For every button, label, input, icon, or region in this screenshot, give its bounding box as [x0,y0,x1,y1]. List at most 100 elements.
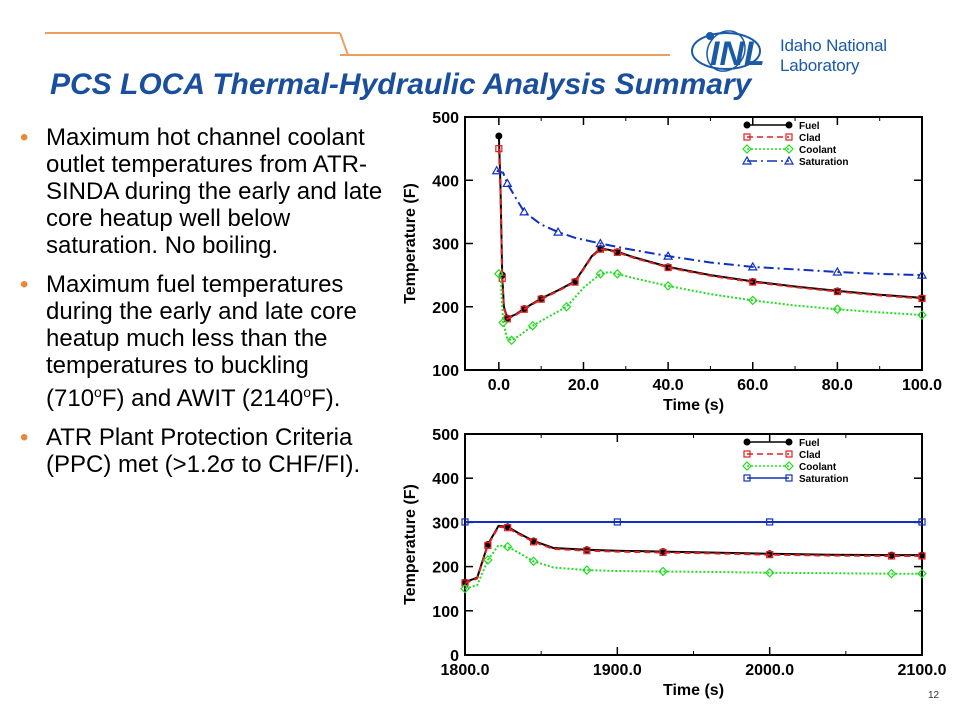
data-point [520,305,528,313]
data-point [582,565,592,575]
x-axis-label: Time (s) [663,682,724,699]
data-point [529,538,538,546]
data-point [916,269,928,279]
data-point [502,178,513,188]
data-point [553,226,564,236]
series-line [464,544,922,590]
y-tick-label: 500 [432,110,459,127]
data-point [747,261,758,271]
series-saturation [491,165,928,279]
data-point [917,310,927,320]
bullet-text-2a: Maximum fuel temperatures during the ear… [46,271,357,412]
legend-label: Clad [799,450,821,461]
series-clad [495,145,926,323]
x-tick-label: 60.0 [737,377,768,394]
x-tick-label: 100.0 [902,377,942,394]
y-tick-label: 0 [450,648,459,665]
data-point [664,263,672,272]
legend-label: Fuel [799,438,820,449]
data-point [918,552,926,560]
bullet-dot: • [20,424,29,451]
data-point [743,121,751,129]
data-point [503,315,511,323]
y-tick-label: 200 [432,300,459,317]
legend-label: Saturation [799,474,848,485]
data-point [595,238,606,248]
data-point [519,206,530,216]
y-tick-label: 500 [432,427,459,444]
data-point [583,547,591,555]
y-tick-label: 100 [432,363,459,380]
y-axis-label: Temperature (F) [402,484,419,605]
y-tick-label: 100 [432,604,459,621]
logo-mark: INL [710,35,765,73]
y-tick-label: 300 [432,237,459,254]
series-saturation [461,518,926,526]
inl-logo: INL [691,30,765,73]
data-point [747,295,758,306]
x-tick-label: 40.0 [653,377,684,394]
data-point [484,541,492,549]
bullet-dot: • [20,271,29,298]
data-point [785,121,793,129]
data-point [613,248,621,256]
bullet-item-2: • Maximum fuel temperatures during the ea… [20,271,390,412]
data-point [528,556,539,567]
degree-mark: o [303,384,312,400]
data-point [498,317,508,328]
series-fuel [461,523,926,586]
data-point [483,555,493,565]
data-point [659,548,667,557]
y-tick-label: 400 [432,173,459,190]
bullet-list: • Maximum hot channel coolant outlet temp… [20,124,390,490]
data-point [887,552,896,560]
data-point [460,583,470,594]
x-tick-label: 2100.0 [898,662,947,679]
x-tick-label: 0.0 [488,377,510,394]
x-axis-label: Time (s) [663,397,724,414]
degree-mark: o [94,384,102,400]
data-point [595,269,606,279]
bullet-text-3: ATR Plant Protection Criteria (PPC) met … [46,424,361,478]
data-point [741,155,753,165]
page-number: 12 [928,690,940,701]
chart-early-heatup: 100 200 300 400 500 0.0 20.0 40.0 60.0 80.0 100.0 T… [402,110,942,414]
data-point [742,144,752,154]
bullet-text-2b: F) and AWIT (2140 [101,385,304,412]
chart-late-heatup: 0 100 200 300 400 500 1800.0 1900.0 2000.0 2100.0… [402,427,947,699]
data-point [917,568,927,579]
data-point [491,165,502,175]
legend-item: Coolant [742,144,837,156]
series-line [496,169,923,277]
series-coolant [494,269,927,346]
data-point [785,438,793,446]
legend-item: Saturation [741,155,848,168]
plot-frame [464,116,923,371]
data-point [495,132,503,140]
bullet-text-1: Maximum hot channel coolant outlet tempe… [46,124,383,259]
series-line [497,135,923,320]
legend-item: Fuel [743,121,820,132]
legend-item: Clad [743,450,821,461]
data-point [785,450,793,458]
data-point [494,269,504,279]
data-point [561,301,572,312]
legend-item: Coolant [742,461,837,473]
legend-item: Clad [743,133,821,144]
legend-label: Clad [799,133,821,144]
bullet-dot: • [20,124,29,151]
data-point [495,145,503,153]
data-point [527,320,538,331]
x-tick-label: 2000.0 [745,662,794,679]
data-point [785,474,793,482]
data-point [784,144,794,154]
x-tick-label: 1900.0 [593,662,642,679]
legend-label: Coolant [799,462,837,473]
legend-item: Saturation [743,474,848,485]
data-point [832,304,843,315]
page-title: PCS LOCA Thermal-Hydraulic Analysis Summ… [50,68,752,101]
legend-item: Fuel [743,438,820,449]
data-point [612,269,623,279]
bullet-text-2c: F). [311,385,341,412]
data-point [743,438,751,446]
